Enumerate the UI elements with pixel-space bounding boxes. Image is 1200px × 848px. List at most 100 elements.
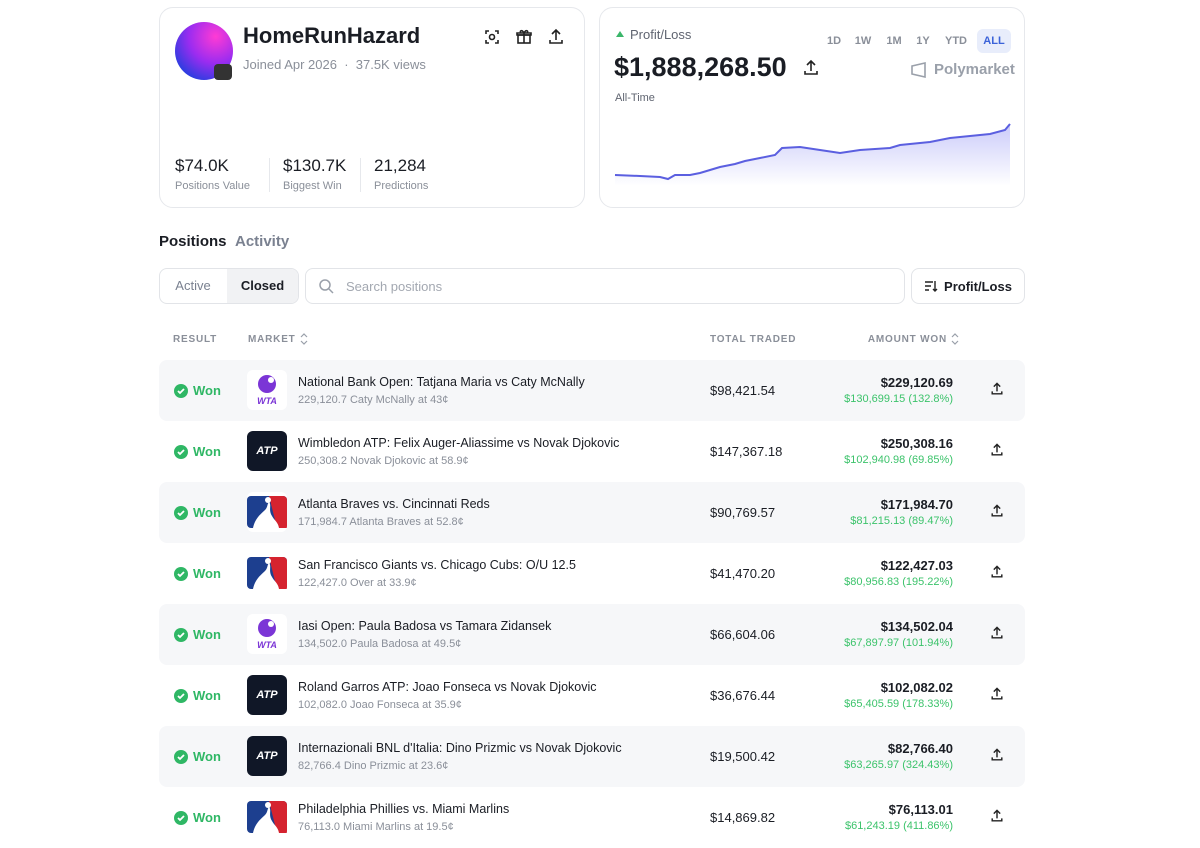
market-subtitle: 122,427.0 Over at 33.9¢ [298,577,417,589]
range-tab[interactable]: ALL [977,29,1011,53]
range-tab[interactable]: 1W [854,35,872,47]
pnl-label: Profit/Loss [630,27,692,42]
won-icon [174,750,188,764]
username: HomeRunHazard [243,23,421,48]
row-share[interactable] [989,381,1005,397]
range-tab[interactable]: 1Y [916,35,930,47]
gain: $67,897.97 (101.94%) [844,637,953,649]
market-logo [247,797,287,837]
stat-label: Predictions [374,180,429,192]
sparkline-area [615,124,1010,186]
market-subtitle: 102,082.0 Joao Fonseca at 35.9¢ [298,699,462,711]
logo-text: WTA [257,396,277,406]
gain: $61,243.19 (411.86%) [844,820,953,832]
range-tab[interactable]: 1M [886,35,902,47]
amount-won: $134,502.04 [880,619,953,634]
won-icon [174,445,188,459]
position-row: Won Atlanta Braves vs. Cincinnati Reds 171… [159,482,1025,543]
up-arrow [616,31,624,37]
row-share[interactable] [989,808,1005,824]
gain: $63,265.97 (324.43%) [844,759,953,771]
market-logo: ATP [247,675,287,715]
gain: $130,699.15 (132.8%) [844,393,953,405]
total-traded: $14,869.82 [710,810,776,825]
gift-button[interactable] [514,27,534,47]
pnl-card: Profit/Loss 1D 1W 1M 1Y YTD ALL $1,888,268.50… [599,7,1025,208]
total-traded: $66,604.06 [710,627,776,642]
stat-value: $74.0K [175,156,229,175]
sort-label: Profit/Loss [944,278,1012,294]
result: Won [193,688,221,703]
result: Won [193,749,221,764]
market-title: National Bank Open: Tatjana Maria vs Cat… [298,375,585,389]
range-tab[interactable]: YTD [945,35,967,47]
filter-group [159,268,299,304]
amount-won: $171,984.70 [880,497,953,512]
amount-won: $122,427.03 [880,558,953,573]
total-traded: $98,421.54 [710,383,776,398]
row-share[interactable] [989,442,1005,458]
mlb-mark [247,557,287,589]
market-subtitle: 250,308.2 Novak Djokovic at 58.9¢ [298,455,469,467]
won-icon [174,567,188,581]
row-share[interactable] [989,686,1005,702]
tab[interactable]: Activity [235,233,290,250]
won-icon [174,506,188,520]
sort-caret[interactable] [951,333,959,348]
row-share[interactable] [989,503,1005,519]
market-title: Iasi Open: Paula Badosa vs Tamara Zidans… [298,619,552,633]
result: Won [193,505,221,520]
pnl-period: All-Time [615,92,655,104]
result: Won [193,810,221,825]
pnl-sparkline [614,123,1011,186]
amount-won: $102,082.02 [880,680,953,695]
share-button[interactable] [546,27,566,47]
badge [214,64,232,80]
stat-divider [269,158,270,192]
amount-won: $82,766.40 [887,741,953,756]
market-logo: WTA [247,370,287,410]
column-header: AMOUNT WON [868,333,959,345]
logo-text: ATP [256,750,278,762]
search-box[interactable]: Search positions [305,268,905,304]
total-traded: $36,676.44 [710,688,776,703]
mlb-mark [247,801,287,833]
market-logo [247,492,287,532]
total-traded: $19,500.42 [710,749,776,764]
amount-won: $250,308.16 [880,436,953,451]
market-title: Internazionali BNL d'Italia: Dino Prizmi… [298,741,622,755]
amount-won: $229,120.69 [880,375,953,390]
stat-label: Biggest Win [283,180,342,192]
range-tab[interactable]: 1D [826,35,842,47]
position-row: Won ATP Roland Garros ATP: Joao Fonseca vs… [159,665,1025,726]
total-traded: $90,769.57 [710,505,776,520]
gain: $80,956.83 (195.22%) [844,576,953,588]
logo-text: ATP [256,445,278,457]
row-share[interactable] [989,564,1005,580]
sort-caret[interactable] [300,333,308,348]
row-share[interactable] [989,625,1005,641]
market-title: Roland Garros ATP: Joao Fonseca vs Novak… [298,680,597,694]
sort-button[interactable]: Profit/Loss [911,268,1025,304]
filter-closed[interactable]: Closed [227,269,298,303]
result: Won [193,627,221,642]
filter-active[interactable]: Active [175,278,211,293]
column-header: MARKET [248,333,308,345]
row-share[interactable] [989,747,1005,763]
market-subtitle: 171,984.7 Atlanta Braves at 52.8¢ [298,516,464,528]
market-title: San Francisco Giants vs. Chicago Cubs: O… [298,558,576,572]
sparkline-line [614,123,1011,181]
stat-value: $130.7K [283,156,347,175]
logo-text: WTA [257,640,277,650]
market-subtitle: 76,113.0 Miami Marlins at 19.5¢ [298,821,454,833]
scan-button[interactable] [482,27,502,47]
gain: $102,940.98 (69.85%) [844,454,953,466]
joined-date: Joined Apr 2026 [243,57,337,72]
market-title: Atlanta Braves vs. Cincinnati Reds [298,497,490,511]
tab[interactable]: Positions [159,233,227,250]
pnl-share[interactable] [801,58,821,78]
stat-value: 21,284 [374,156,426,175]
market-logo: WTA [247,614,287,654]
result: Won [193,566,221,581]
result: Won [193,383,221,398]
